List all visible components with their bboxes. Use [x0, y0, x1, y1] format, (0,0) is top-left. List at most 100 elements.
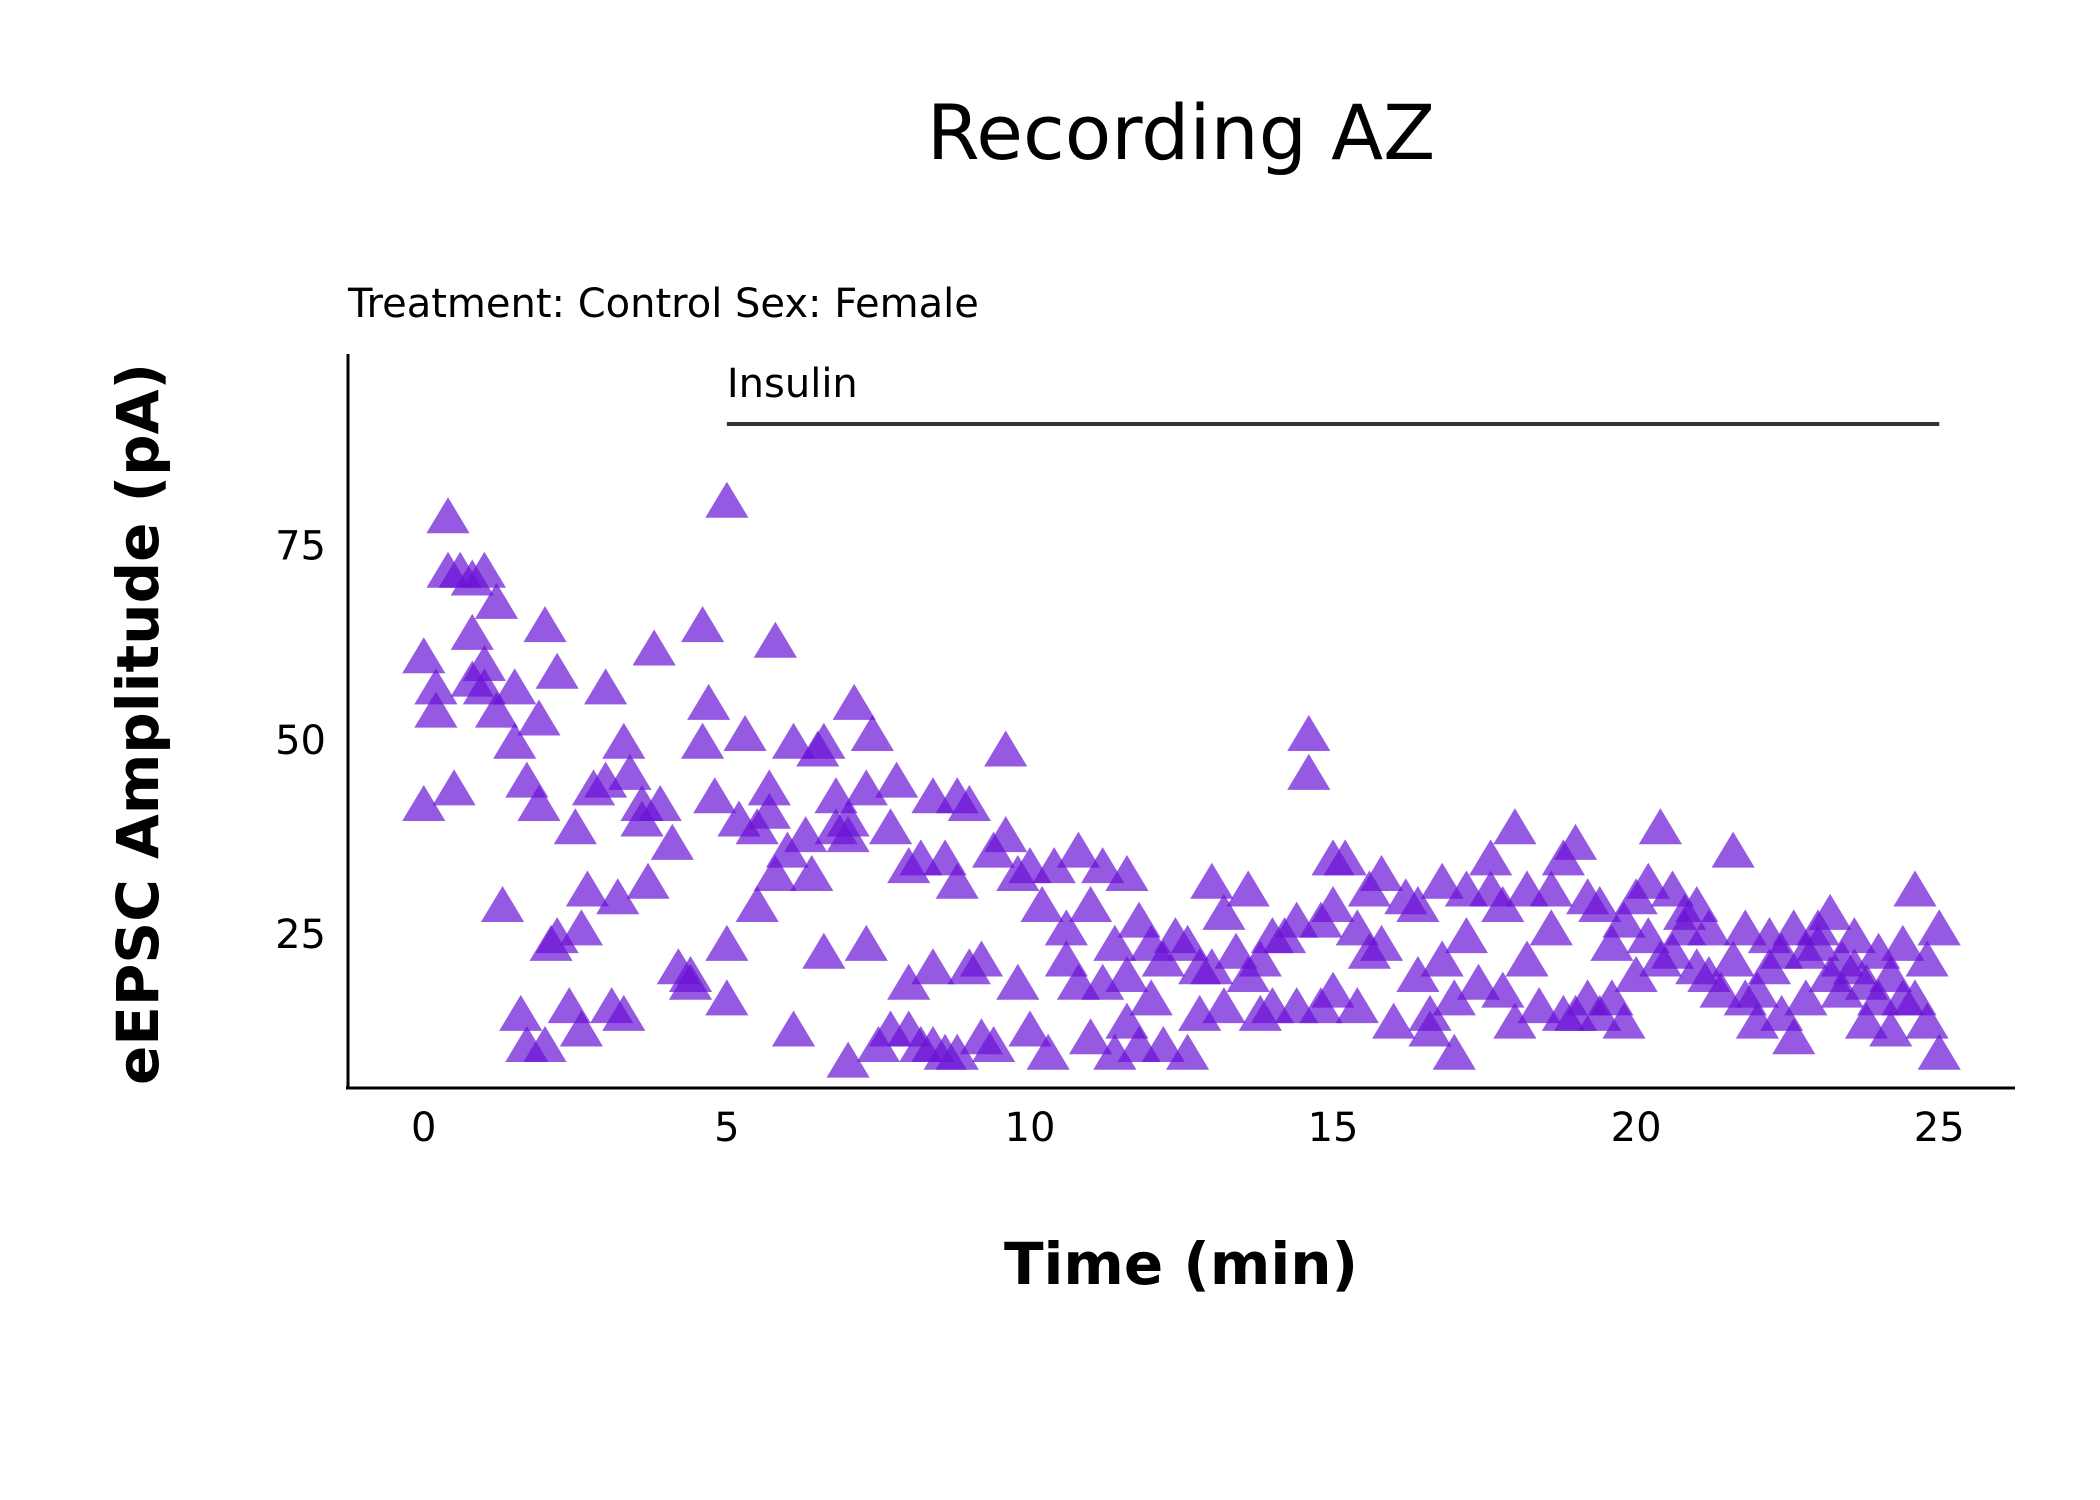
data-point: [414, 691, 458, 728]
data-point: [1614, 956, 1658, 993]
data-point: [493, 668, 537, 705]
data-point: [1420, 940, 1464, 977]
x-tick-label: 25: [1914, 1105, 1965, 1151]
data-point: [947, 784, 991, 821]
data-point: [608, 753, 652, 790]
data-point: [747, 792, 791, 829]
data-point: [450, 613, 494, 650]
data-point: [596, 878, 640, 915]
data-point: [1905, 1002, 1949, 1039]
data-point: [1784, 979, 1828, 1016]
x-tick-label: 10: [1005, 1105, 1056, 1151]
data-point: [850, 714, 894, 751]
data-point: [1444, 917, 1489, 954]
data-point: [747, 769, 791, 806]
data-point: [681, 722, 725, 759]
y-tick-label: 50: [275, 718, 326, 764]
data-point: [523, 1026, 567, 1063]
data-point: [1432, 1033, 1476, 1070]
chart-subtitle: Treatment: Control Sex: Female: [347, 281, 979, 327]
data-point: [1602, 901, 1646, 938]
data-point: [474, 582, 519, 619]
data-point: [584, 668, 628, 705]
data-point: [414, 668, 458, 705]
data-point: [1068, 1018, 1113, 1055]
annotation-label: Insulin: [727, 361, 858, 407]
data-point: [1529, 909, 1573, 946]
data-point: [723, 714, 767, 751]
data-point: [1008, 1010, 1052, 1047]
data-point: [1287, 714, 1331, 751]
data-point: [1190, 948, 1234, 985]
data-point: [1905, 940, 1949, 977]
data-point: [1129, 979, 1173, 1016]
data-point: [1432, 979, 1476, 1016]
data-point: [650, 823, 694, 860]
data-point: [565, 870, 610, 907]
data-point: [632, 629, 676, 666]
data-point: [1881, 924, 1925, 961]
data-point: [687, 683, 731, 720]
x-tick-label: 15: [1308, 1105, 1359, 1151]
data-point: [771, 722, 816, 759]
x-tick-label: 0: [411, 1105, 436, 1151]
data-point: [1481, 971, 1525, 1008]
data-point: [1408, 1010, 1452, 1047]
data-point: [1553, 823, 1598, 860]
data-point: [1517, 987, 1561, 1024]
data-point: [1590, 924, 1634, 961]
data-point: [1311, 971, 1355, 1008]
data-point: [402, 637, 446, 674]
data-point: [1456, 963, 1501, 1000]
data-point: [559, 1010, 603, 1047]
data-point: [1141, 1026, 1185, 1063]
data-point: [1481, 886, 1525, 923]
data-point: [1068, 886, 1113, 923]
data-point: [911, 948, 955, 985]
chart-title: Recording AZ: [927, 88, 1435, 177]
data-point: [1493, 808, 1537, 845]
data-point: [1493, 1002, 1537, 1039]
data-point: [602, 994, 646, 1031]
data-point: [462, 551, 506, 588]
data-point: [984, 816, 1028, 853]
data-point: [1626, 862, 1670, 899]
data-point: [426, 497, 470, 534]
data-point: [1638, 808, 1682, 845]
data-point: [1032, 847, 1076, 884]
data-point: [1359, 924, 1404, 961]
data-point: [523, 606, 567, 643]
data-point: [826, 1041, 870, 1078]
data-point: [1699, 971, 1743, 1008]
x-tick-label: 5: [714, 1105, 739, 1151]
data-point: [705, 924, 749, 961]
data-point: [1711, 831, 1755, 868]
y-tick-label: 75: [275, 523, 326, 569]
data-point: [402, 784, 446, 821]
data-point: [1081, 847, 1125, 884]
data-point: [935, 1033, 979, 1070]
data-point: [626, 862, 670, 899]
data-point: [1202, 893, 1246, 930]
data-point: [1917, 1033, 1961, 1070]
data-point: [602, 722, 646, 759]
data-point: [668, 963, 713, 1000]
data-point: [432, 769, 476, 806]
data-point: [971, 1026, 1016, 1063]
data-point: [559, 909, 603, 946]
data-point: [1735, 971, 1779, 1008]
data-point: [1165, 1033, 1210, 1070]
y-axis-label: eEPSC Amplitude (pA): [104, 363, 172, 1085]
data-point: [1772, 1018, 1816, 1055]
data-point: [1832, 917, 1876, 954]
data-point: [1687, 909, 1731, 946]
data-point: [1141, 940, 1185, 977]
data-point: [832, 683, 876, 720]
data-point: [802, 932, 846, 969]
data-point: [868, 808, 913, 845]
data-point: [844, 924, 888, 961]
data-point: [1056, 831, 1101, 868]
data-point: [753, 854, 797, 891]
data-point: [1026, 1033, 1070, 1070]
